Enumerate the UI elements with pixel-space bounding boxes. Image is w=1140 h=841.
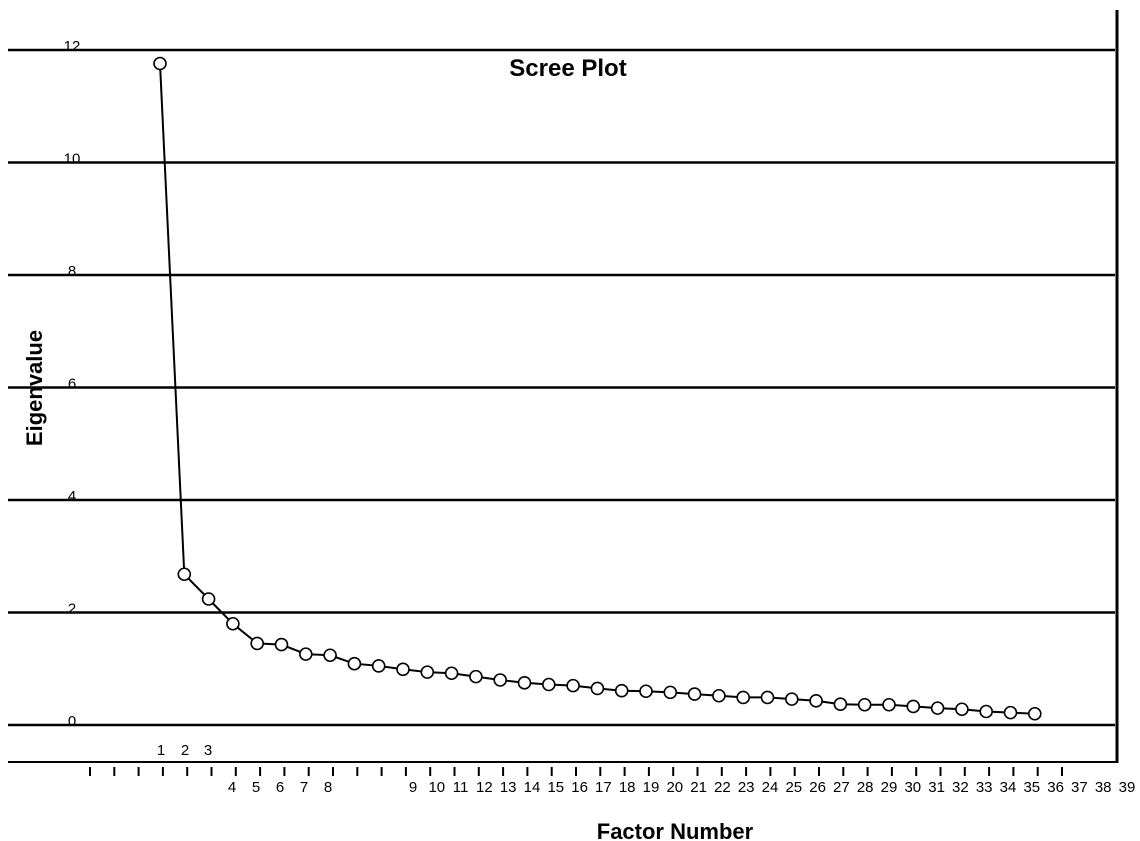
data-point-32 (906, 699, 921, 714)
x-tick-label: 4 (228, 779, 236, 796)
y-tick-label: 2 (68, 601, 76, 618)
y-tick-label: 6 (68, 376, 76, 393)
x-tick-label: 13 (500, 779, 517, 796)
y-tick-labels: 0 2 4 6 8 10 12 (64, 38, 81, 730)
x-tick-label: 26 (809, 779, 826, 796)
x-tick-label: 28 (857, 779, 874, 796)
data-point-13 (444, 666, 459, 681)
x-axis-title: Factor Number (597, 819, 754, 841)
x-tick-label: 25 (785, 779, 802, 796)
x-tick-label: 38 (1095, 779, 1112, 796)
x-tick-label: 5 (252, 779, 260, 796)
x-tick-label: 18 (619, 779, 636, 796)
x-tick-label: 39 (1119, 779, 1136, 796)
x-tick-label: 20 (666, 779, 683, 796)
data-point-34 (955, 702, 969, 717)
x-tick-label: 16 (571, 779, 588, 796)
y-tick-label: 4 (68, 488, 76, 505)
data-point-28 (809, 694, 823, 708)
data-point-31 (882, 697, 896, 712)
x-axis: 1 2 34 5 6 7 8 9 10 11 12 13 14 15 16 17 18 19 20 21 22 23 24 2… (8, 742, 1135, 796)
x-tick-label: 21 (690, 779, 707, 796)
x-tick-label: 15 (547, 779, 564, 796)
data-point-12 (420, 665, 435, 679)
data-point-30 (857, 697, 872, 712)
data-point-35 (979, 704, 994, 719)
y-axis-title: Eigenvalue (22, 330, 47, 446)
x-tick-label: 8 (324, 779, 332, 796)
data-point-7 (298, 647, 313, 661)
data-point-29 (833, 697, 848, 711)
data-point-3 (201, 592, 216, 606)
data-point-10 (371, 659, 386, 673)
data-point-36 (1003, 705, 1018, 720)
data-point-11 (396, 662, 410, 677)
x-tick-label: 14 (524, 779, 541, 796)
x-tick-label: 32 (952, 779, 969, 796)
data-point-37 (1028, 706, 1042, 721)
data-point-15 (493, 673, 508, 687)
x-tick-label: 19 (643, 779, 660, 796)
y-tick-label: 10 (64, 151, 81, 168)
gridlines (8, 48, 1115, 727)
x-tick-label: 36 (1047, 779, 1064, 796)
y-tick-label: 0 (68, 713, 76, 730)
data-point-27 (784, 692, 799, 706)
data-point-22 (663, 685, 678, 700)
data-point-26 (760, 690, 775, 705)
x-tick-label: 31 (928, 779, 945, 796)
data-point-8 (323, 648, 337, 663)
x-tick-label: 27 (833, 779, 850, 796)
x-tick-label: 33 (976, 779, 993, 796)
data-point-24 (712, 688, 726, 703)
x-tick-label: 22 (714, 779, 731, 796)
x-tick-label: 9 (409, 779, 417, 796)
x-tick-label: 3 (204, 742, 212, 759)
x-tick-label: 30 (904, 779, 921, 796)
data-point-21 (639, 684, 653, 699)
data-point-14 (469, 669, 483, 684)
data-point-33 (930, 701, 945, 715)
eigenvalue-series (153, 56, 1042, 721)
x-tick-label: 34 (1000, 779, 1017, 796)
data-point-16 (517, 676, 532, 690)
x-tick-label: 2 (181, 742, 189, 759)
data-point-17 (541, 677, 556, 692)
data-point-18 (566, 678, 580, 693)
data-point-1 (153, 56, 167, 71)
data-point-4 (226, 616, 240, 631)
data-point-9 (347, 656, 362, 671)
y-tick-label: 12 (64, 38, 81, 55)
x-tick-label: 17 (595, 779, 612, 796)
data-point-23 (687, 687, 702, 701)
x-tick-label: 24 (762, 779, 779, 796)
x-tick-label: 1 (157, 742, 165, 759)
x-tick-label: 7 (300, 779, 308, 796)
data-point-5 (250, 636, 265, 651)
x-tick-label: 11 (453, 779, 469, 796)
data-point-19 (590, 681, 605, 696)
data-point-2 (177, 567, 192, 582)
x-tick-label: 23 (738, 779, 755, 796)
data-point-6 (274, 637, 289, 652)
x-tick-label: 35 (1023, 779, 1040, 796)
chart-title: Scree Plot (509, 55, 626, 82)
x-tick-label: 37 (1071, 779, 1088, 796)
x-tick-label: 12 (476, 779, 493, 796)
data-point-25 (736, 690, 751, 705)
x-tick-label: 6 (276, 779, 284, 796)
data-point-20 (614, 683, 629, 698)
x-tick-label: 29 (881, 779, 898, 796)
y-tick-label: 8 (68, 263, 76, 280)
x-tick-label: 10 (428, 779, 445, 796)
